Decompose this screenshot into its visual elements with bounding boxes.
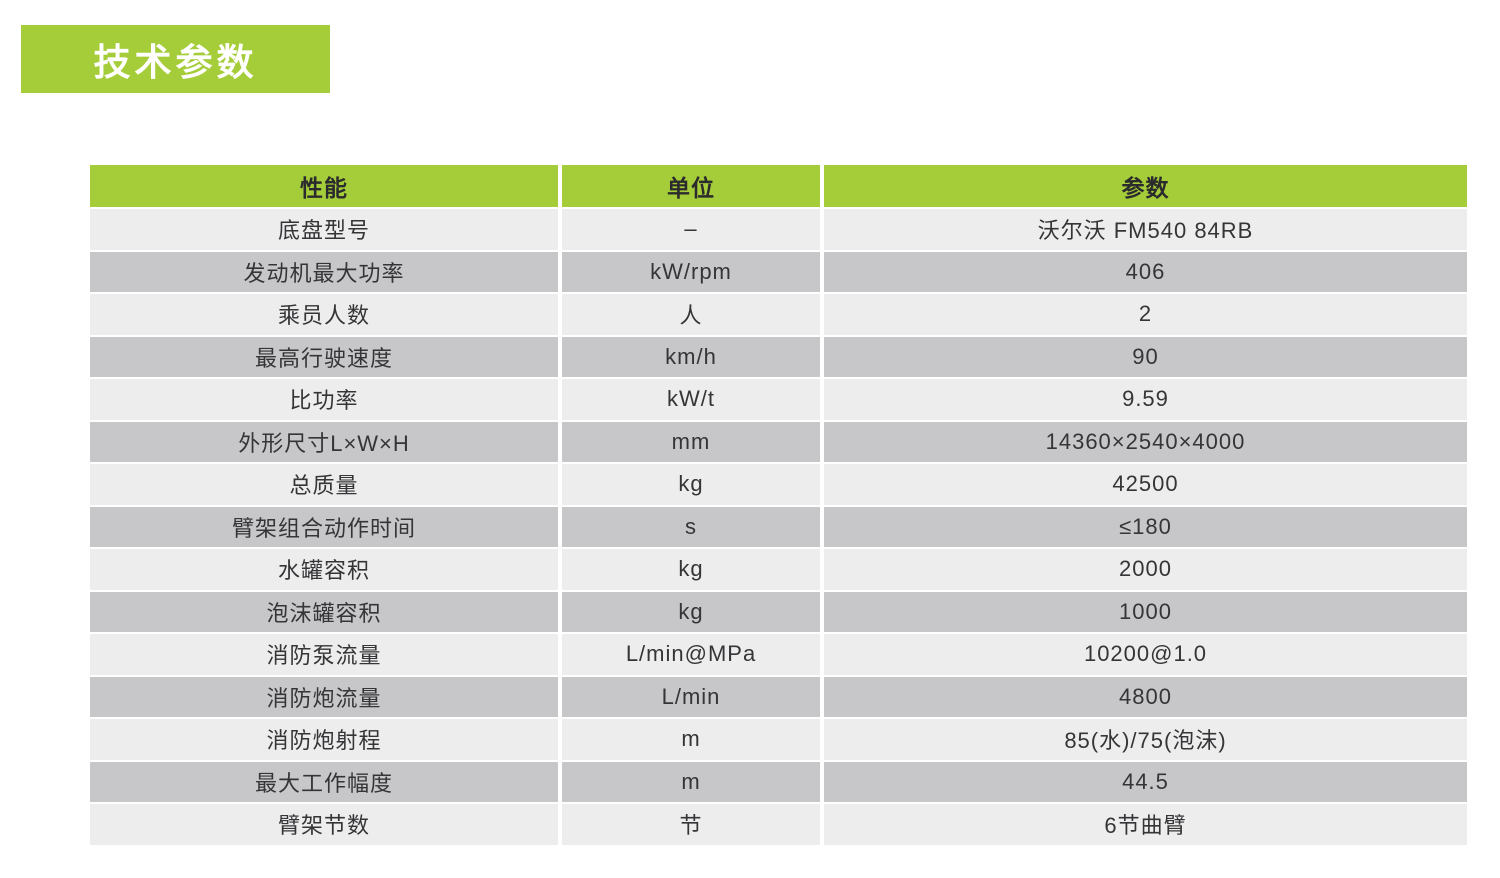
table-row: 比功率 kW/t 9.59 xyxy=(90,379,1467,420)
cell-unit: km/h xyxy=(562,336,820,377)
header-parameter: 参数 xyxy=(824,165,1467,207)
table-row: 消防炮射程 m 85(水)/75(泡沫) xyxy=(90,719,1467,760)
cell-unit: m xyxy=(562,719,820,760)
header-unit: 单位 xyxy=(562,165,820,207)
cell-unit: – xyxy=(562,209,820,250)
table-body: 底盘型号 – 沃尔沃 FM540 84RB 发动机最大功率 kW/rpm 406… xyxy=(90,209,1467,845)
cell-performance: 泡沫罐容积 xyxy=(90,591,558,632)
cell-value: ≤180 xyxy=(824,506,1467,547)
table-row: 最高行驶速度 km/h 90 xyxy=(90,336,1467,377)
cell-performance: 水罐容积 xyxy=(90,549,558,590)
cell-performance: 臂架组合动作时间 xyxy=(90,506,558,547)
cell-value: 10200@1.0 xyxy=(824,634,1467,675)
cell-performance: 总质量 xyxy=(90,464,558,505)
cell-unit: m xyxy=(562,761,820,802)
cell-value: 沃尔沃 FM540 84RB xyxy=(824,209,1467,250)
table-row: 臂架节数 节 6节曲臂 xyxy=(90,804,1467,845)
table-row: 臂架组合动作时间 s ≤180 xyxy=(90,506,1467,547)
cell-unit: s xyxy=(562,506,820,547)
header-performance: 性能 xyxy=(90,165,558,207)
cell-performance: 底盘型号 xyxy=(90,209,558,250)
page-title-banner: 技术参数 xyxy=(21,25,330,93)
table-row: 消防泵流量 L/min@MPa 10200@1.0 xyxy=(90,634,1467,675)
cell-performance: 发动机最大功率 xyxy=(90,251,558,292)
cell-value: 2 xyxy=(824,294,1467,335)
cell-performance: 消防泵流量 xyxy=(90,634,558,675)
cell-unit: mm xyxy=(562,421,820,462)
table-row: 总质量 kg 42500 xyxy=(90,464,1467,505)
table-row: 泡沫罐容积 kg 1000 xyxy=(90,591,1467,632)
cell-value: 44.5 xyxy=(824,761,1467,802)
cell-unit: kg xyxy=(562,464,820,505)
cell-performance: 消防炮射程 xyxy=(90,719,558,760)
cell-value: 1000 xyxy=(824,591,1467,632)
table-row: 消防炮流量 L/min 4800 xyxy=(90,676,1467,717)
page-title: 技术参数 xyxy=(93,42,258,83)
table-row: 发动机最大功率 kW/rpm 406 xyxy=(90,251,1467,292)
spec-table: 性能 单位 参数 底盘型号 – 沃尔沃 FM540 84RB 发动机最大功率 k… xyxy=(90,165,1467,847)
cell-unit: kg xyxy=(562,591,820,632)
cell-performance: 比功率 xyxy=(90,379,558,420)
cell-unit: L/min@MPa xyxy=(562,634,820,675)
cell-unit: L/min xyxy=(562,676,820,717)
table-row: 乘员人数 人 2 xyxy=(90,294,1467,335)
cell-performance: 臂架节数 xyxy=(90,804,558,845)
table-row: 最大工作幅度 m 44.5 xyxy=(90,761,1467,802)
cell-value: 85(水)/75(泡沫) xyxy=(824,719,1467,760)
cell-unit: 节 xyxy=(562,804,820,845)
table-row: 外形尺寸L×W×H mm 14360×2540×4000 xyxy=(90,421,1467,462)
cell-value: 14360×2540×4000 xyxy=(824,421,1467,462)
cell-performance: 乘员人数 xyxy=(90,294,558,335)
cell-unit: kW/t xyxy=(562,379,820,420)
cell-value: 42500 xyxy=(824,464,1467,505)
cell-performance: 最高行驶速度 xyxy=(90,336,558,377)
cell-value: 2000 xyxy=(824,549,1467,590)
cell-value: 6节曲臂 xyxy=(824,804,1467,845)
table-row: 水罐容积 kg 2000 xyxy=(90,549,1467,590)
cell-unit: 人 xyxy=(562,294,820,335)
table-row: 底盘型号 – 沃尔沃 FM540 84RB xyxy=(90,209,1467,250)
cell-performance: 消防炮流量 xyxy=(90,676,558,717)
cell-unit: kW/rpm xyxy=(562,251,820,292)
cell-performance: 外形尺寸L×W×H xyxy=(90,421,558,462)
cell-value: 9.59 xyxy=(824,379,1467,420)
cell-value: 406 xyxy=(824,251,1467,292)
table-header-row: 性能 单位 参数 xyxy=(90,165,1467,207)
cell-value: 4800 xyxy=(824,676,1467,717)
cell-value: 90 xyxy=(824,336,1467,377)
cell-performance: 最大工作幅度 xyxy=(90,761,558,802)
cell-unit: kg xyxy=(562,549,820,590)
